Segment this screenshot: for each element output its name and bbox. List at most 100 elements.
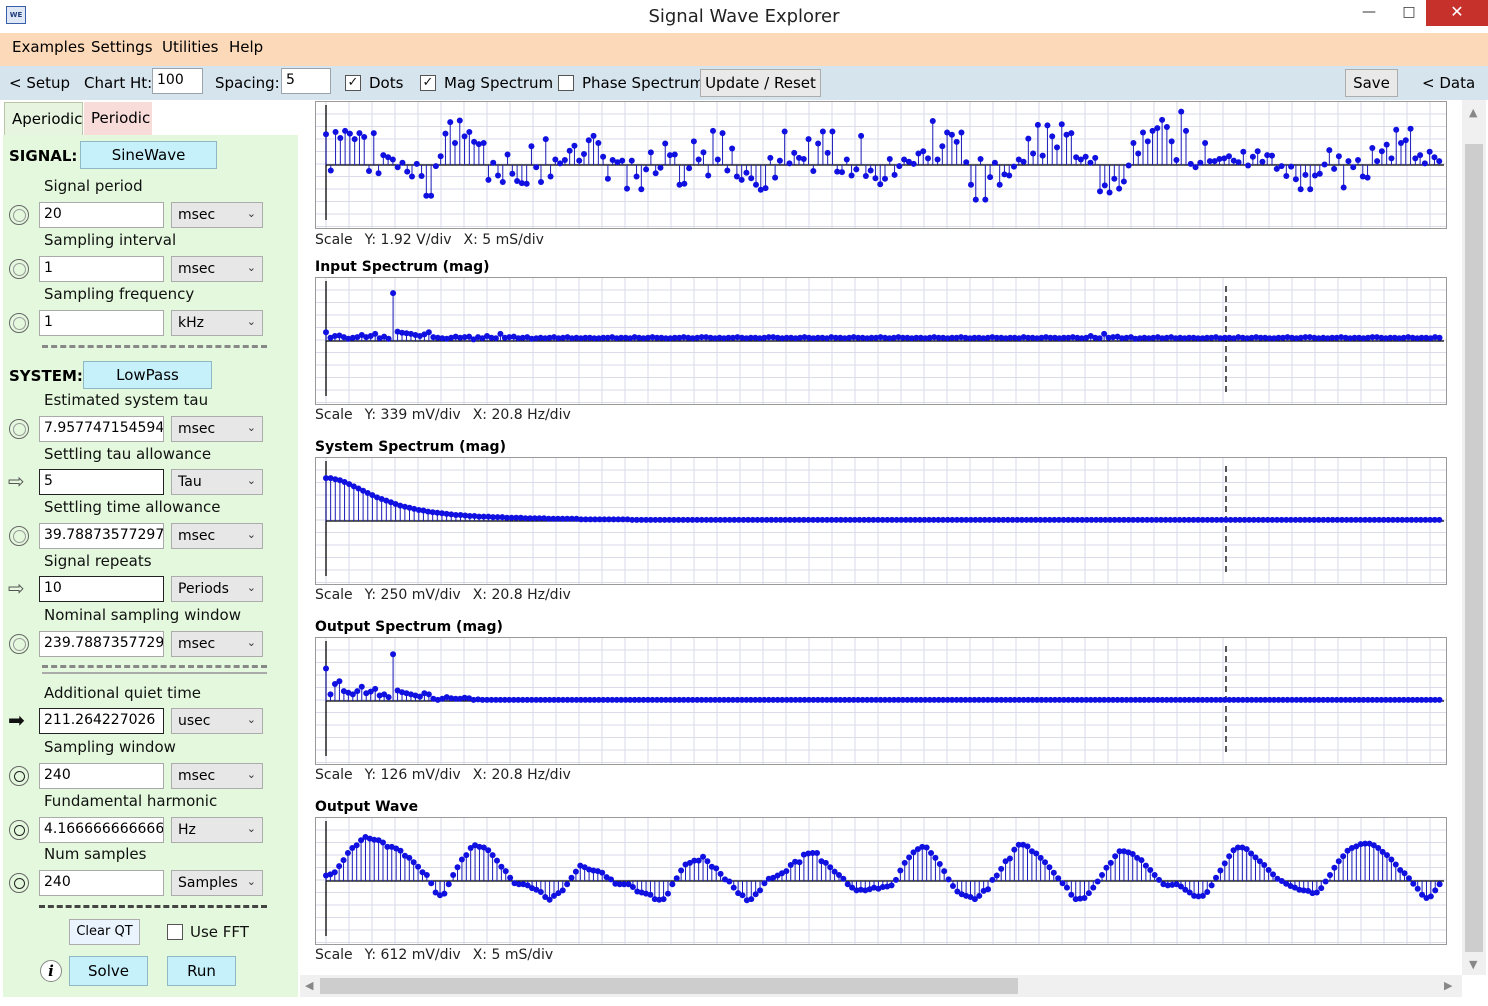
data-point: [1105, 696, 1112, 703]
data-point: [1068, 130, 1075, 137]
settling-time-radio[interactable]: [9, 526, 29, 546]
solve-button[interactable]: Solve: [69, 956, 148, 986]
menu-utilities[interactable]: Utilities: [162, 38, 219, 56]
data-point: [1402, 137, 1409, 144]
vertical-scroll-thumb[interactable]: [1465, 144, 1483, 952]
data-point: [940, 334, 947, 341]
estimated-tau-radio[interactable]: [9, 419, 29, 439]
sampling-window-input[interactable]: 240: [39, 763, 164, 789]
sampling-frequency-unit-select[interactable]: kHz ⌄: [171, 310, 263, 336]
signal-period-input[interactable]: 20: [39, 202, 164, 228]
menu-help[interactable]: Help: [229, 38, 264, 56]
sampling-interval-radio[interactable]: [9, 259, 29, 279]
scroll-up-icon[interactable]: ▲: [1469, 106, 1478, 119]
phase-spectrum-checkbox[interactable]: [558, 75, 574, 91]
fundamental-input[interactable]: 4.166666666666667: [39, 817, 164, 843]
data-point: [998, 696, 1005, 703]
signal-section-label: SIGNAL:: [9, 147, 78, 165]
data-point: [1038, 696, 1045, 703]
run-button[interactable]: Run: [167, 956, 236, 986]
data-point: [1060, 334, 1067, 341]
data-point: [595, 335, 602, 342]
data-point: [652, 516, 659, 523]
app-icon: WE: [6, 6, 26, 24]
settling-tau-unit-select[interactable]: Tau ⌄: [171, 469, 263, 495]
data-point: [843, 156, 850, 163]
data-point: [989, 876, 996, 883]
system-spectrum-scale: Scale Y: 250 mV/div X: 20.8 Hz/div: [315, 587, 583, 603]
info-icon[interactable]: i: [40, 960, 62, 982]
horizontal-scroll-thumb[interactable]: [320, 978, 1018, 994]
data-point: [591, 335, 598, 342]
sampling-window-radio[interactable]: [9, 766, 29, 786]
data-point: [1018, 516, 1025, 523]
setup-toggle[interactable]: < Setup: [9, 74, 70, 92]
data-point: [949, 696, 956, 703]
scroll-down-icon[interactable]: ▼: [1469, 958, 1478, 971]
num-samples-radio[interactable]: [9, 873, 29, 893]
mag-spectrum-checkbox[interactable]: ✓: [420, 75, 436, 91]
horizontal-scrollbar[interactable]: ◀ ▶: [300, 975, 1462, 997]
sampling-interval-unit-select[interactable]: msec ⌄: [171, 256, 263, 282]
quiet-time-input[interactable]: 211.264227026: [39, 708, 164, 734]
estimated-tau-input[interactable]: 7.957747154594767: [39, 416, 164, 442]
spacing-input[interactable]: 5: [281, 68, 331, 94]
data-point: [354, 688, 361, 695]
signal-type-button[interactable]: SineWave: [80, 141, 217, 169]
num-samples-unit-select[interactable]: Samples ⌄: [171, 870, 263, 896]
scroll-right-icon[interactable]: ▶: [1444, 979, 1453, 992]
signal-period-unit-select[interactable]: msec ⌄: [171, 202, 263, 228]
menu-settings[interactable]: Settings: [91, 38, 153, 56]
data-point: [972, 196, 979, 203]
nominal-window-radio[interactable]: [9, 634, 29, 654]
sampling-frequency-input[interactable]: 1: [39, 310, 164, 336]
quiet-time-unit-select[interactable]: usec ⌄: [171, 708, 263, 734]
sampling-window-unit-select[interactable]: msec ⌄: [171, 763, 263, 789]
data-point: [1388, 155, 1395, 162]
vertical-scrollbar[interactable]: ▲ ▼: [1462, 100, 1486, 975]
data-point: [537, 696, 544, 703]
data-toggle[interactable]: < Data: [1422, 74, 1476, 92]
data-point: [1199, 696, 1206, 703]
data-point: [925, 155, 931, 162]
data-point: [1414, 885, 1421, 892]
data-point: [859, 696, 866, 703]
data-point: [568, 696, 575, 703]
data-point: [1204, 889, 1211, 895]
settling-tau-input[interactable]: 5: [39, 469, 164, 495]
tab-periodic[interactable]: Periodic: [84, 102, 152, 135]
estimated-tau-unit-select[interactable]: msec ⌄: [171, 416, 263, 442]
data-point: [931, 334, 938, 341]
nominal-window-input[interactable]: 239.788735772974: [39, 631, 164, 657]
data-point: [616, 881, 623, 888]
clear-qt-button[interactable]: Clear QT: [69, 919, 140, 945]
system-type-button[interactable]: LowPass: [83, 361, 212, 389]
y-scale: Y: 1.92 V/div: [364, 232, 452, 248]
close-button[interactable]: ✕: [1426, 0, 1488, 26]
menu-examples[interactable]: Examples: [12, 38, 85, 56]
data-point: [828, 516, 835, 523]
chart-ht-input[interactable]: 100: [152, 68, 203, 94]
sampling-frequency-radio[interactable]: [9, 313, 29, 333]
nominal-window-unit-select[interactable]: msec ⌄: [171, 631, 263, 657]
save-button[interactable]: Save: [1345, 69, 1398, 97]
signal-repeats-input[interactable]: 10: [39, 576, 164, 602]
fundamental-unit-select[interactable]: Hz ⌄: [171, 817, 263, 843]
num-samples-input[interactable]: 240: [39, 870, 164, 896]
minimize-button[interactable]: —: [1362, 4, 1376, 20]
settling-time-unit-select[interactable]: msec ⌄: [171, 523, 263, 549]
update-reset-button[interactable]: Update / Reset: [700, 69, 821, 97]
scroll-left-icon[interactable]: ◀: [305, 979, 314, 992]
maximize-button[interactable]: □: [1402, 4, 1416, 20]
settling-time-input[interactable]: 39.78873577297384: [39, 523, 164, 549]
data-point: [615, 516, 622, 523]
data-point: [495, 172, 501, 179]
sampling-interval-input[interactable]: 1: [39, 256, 164, 282]
signal-period-radio[interactable]: [9, 205, 29, 225]
tab-aperiodic[interactable]: Aperiodic: [4, 102, 83, 135]
fundamental-radio[interactable]: [9, 820, 29, 840]
use-fft-checkbox[interactable]: [167, 924, 183, 940]
dots-checkbox[interactable]: ✓: [345, 75, 361, 91]
signal-repeats-unit-select[interactable]: Periods ⌄: [171, 576, 263, 602]
data-point: [1409, 696, 1416, 703]
